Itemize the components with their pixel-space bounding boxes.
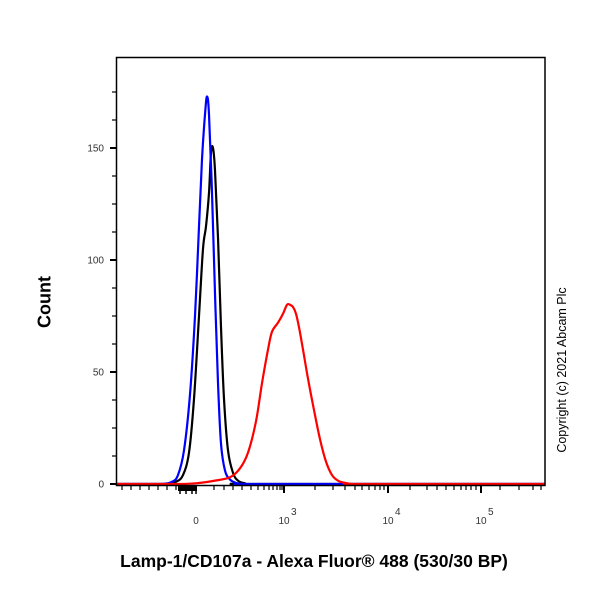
data-series	[116, 95, 545, 486]
copyright-notice: Copyright (c) 2021 Abcam Plc	[552, 250, 572, 490]
svg-text:50: 50	[93, 368, 105, 379]
series-line-isotype-control	[116, 145, 545, 486]
svg-text:10: 10	[278, 516, 290, 527]
y-axis-title: Count	[30, 272, 60, 332]
series-line-unstained-control	[116, 95, 545, 486]
x-axis-ticks	[121, 486, 542, 494]
svg-text:0: 0	[193, 516, 199, 527]
svg-text:0: 0	[98, 480, 104, 491]
svg-text:10: 10	[382, 516, 394, 527]
series-line-lamp-1-cd107a	[116, 302, 545, 486]
svg-text:10: 10	[475, 516, 487, 527]
svg-text:150: 150	[87, 144, 104, 155]
svg-text:4: 4	[395, 507, 401, 518]
svg-text:100: 100	[87, 256, 104, 267]
svg-text:3: 3	[291, 507, 297, 518]
copyright-text: Copyright (c) 2021 Abcam Plc	[555, 287, 569, 453]
plot-frame	[115, 56, 546, 487]
y-axis-title-text: Count	[34, 276, 55, 328]
svg-text:5: 5	[488, 507, 494, 518]
x-axis-title: Lamp-1/CD107a - Alexa Fluor® 488 (530/30…	[120, 551, 508, 571]
